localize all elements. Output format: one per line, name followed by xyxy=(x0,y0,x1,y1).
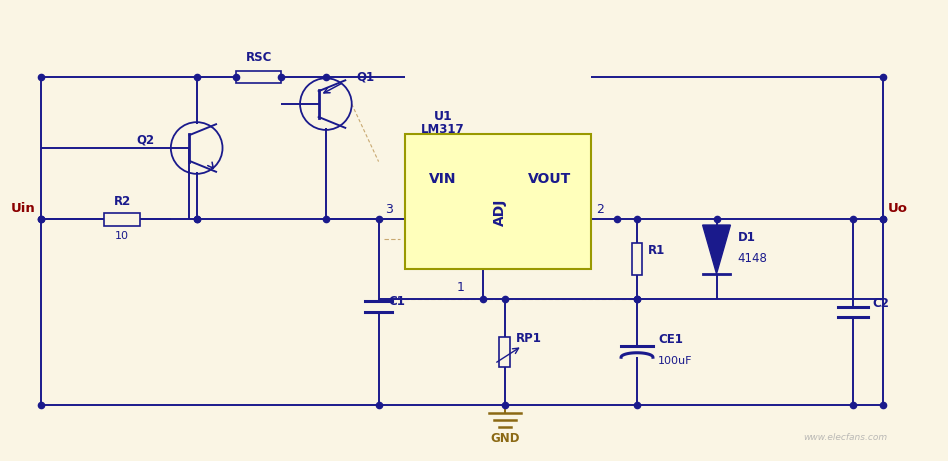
Text: 4148: 4148 xyxy=(738,252,767,266)
Text: R2: R2 xyxy=(114,195,131,207)
Text: D1: D1 xyxy=(738,231,756,244)
FancyBboxPatch shape xyxy=(236,71,282,83)
Text: RP1: RP1 xyxy=(517,332,542,345)
Text: 1: 1 xyxy=(457,281,465,294)
Text: www.elecfans.com: www.elecfans.com xyxy=(803,433,887,442)
Text: C1: C1 xyxy=(389,295,406,308)
Text: VIN: VIN xyxy=(429,172,457,186)
Text: R1: R1 xyxy=(647,244,665,257)
Text: ADJ: ADJ xyxy=(493,199,507,226)
Text: 10: 10 xyxy=(115,231,129,242)
Text: 2: 2 xyxy=(596,203,604,216)
Text: GND: GND xyxy=(490,431,520,445)
Text: 100uF: 100uF xyxy=(658,356,692,366)
FancyBboxPatch shape xyxy=(406,134,592,269)
FancyBboxPatch shape xyxy=(104,213,140,225)
Text: CE1: CE1 xyxy=(658,333,683,346)
Text: LM317: LM317 xyxy=(421,123,465,136)
Text: VOUT: VOUT xyxy=(528,172,571,186)
Text: Uin: Uin xyxy=(11,202,36,215)
FancyBboxPatch shape xyxy=(500,337,510,366)
Text: C2: C2 xyxy=(872,297,889,310)
Text: RSC: RSC xyxy=(246,51,272,64)
Text: Q1: Q1 xyxy=(356,71,374,84)
Text: U1: U1 xyxy=(434,110,452,123)
Text: Q2: Q2 xyxy=(137,133,155,146)
Text: 3: 3 xyxy=(386,203,393,216)
Text: Uo: Uo xyxy=(887,202,907,215)
Polygon shape xyxy=(702,225,731,274)
FancyBboxPatch shape xyxy=(631,243,643,275)
